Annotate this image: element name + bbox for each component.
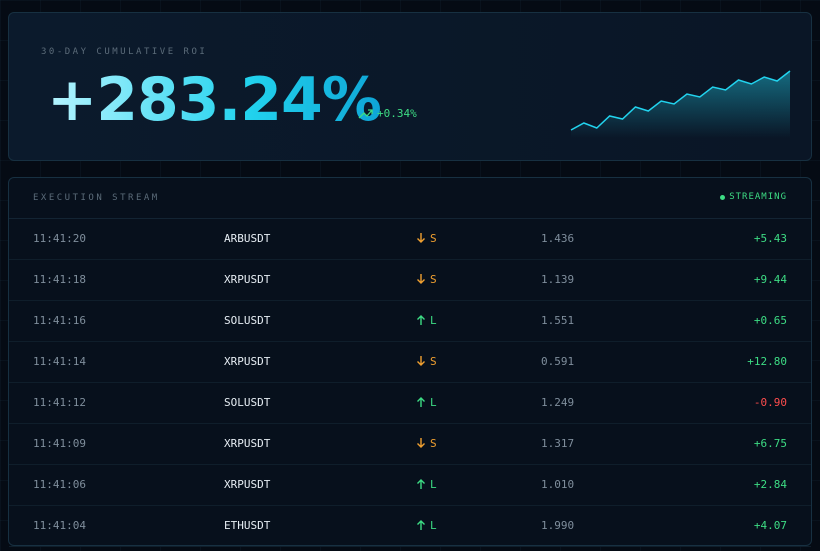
price: 1.551 xyxy=(541,314,575,327)
trade-row: 11:41:09 XRPUSDT S 1.317 +6.75 xyxy=(9,423,811,465)
side-arrow xyxy=(417,356,425,366)
symbol: XRPUSDT xyxy=(224,273,271,286)
symbol: XRPUSDT xyxy=(224,355,271,368)
side-arrow xyxy=(417,397,425,407)
price: 1.317 xyxy=(541,437,575,450)
trade-row: 11:41:16 SOLUSDT L 1.551 +0.65 xyxy=(9,300,811,342)
sparkline-line xyxy=(570,70,791,131)
side-arrow xyxy=(417,315,425,325)
roi-card: 30-DAY CUMULATIVE ROI +283.24% +0.34% xyxy=(8,12,812,161)
trend-icon xyxy=(358,109,373,119)
side-arrow xyxy=(417,520,425,530)
price: 1.436 xyxy=(541,232,575,245)
time: 11:41:04 xyxy=(33,519,86,532)
price: 1.139 xyxy=(541,273,575,286)
sparkline-area xyxy=(571,71,790,138)
pnl: +4.07 xyxy=(753,519,787,532)
symbol: SOLUSDT xyxy=(224,396,271,409)
sparkline xyxy=(570,70,791,138)
symbol: SOLUSDT xyxy=(224,314,271,327)
side: S xyxy=(430,355,437,368)
side: L xyxy=(430,314,437,327)
side-arrow xyxy=(417,274,425,284)
trade-row: 11:41:14 XRPUSDT S 0.591 +12.80 xyxy=(9,341,811,383)
status-dot xyxy=(720,195,725,200)
stream-header: EXECUTION STREAM STREAMING xyxy=(9,178,811,219)
time: 11:41:14 xyxy=(33,355,86,368)
side: L xyxy=(430,478,437,491)
pnl: -0.90 xyxy=(753,396,787,409)
time: 11:41:20 xyxy=(33,232,86,245)
pnl: +9.44 xyxy=(753,273,787,286)
roi-value: +283.24% xyxy=(47,65,382,135)
price: 1.990 xyxy=(541,519,575,532)
time: 11:41:16 xyxy=(33,314,86,327)
stream-title: EXECUTION STREAM xyxy=(33,193,160,203)
trade-row: 11:41:18 XRPUSDT S 1.139 +9.44 xyxy=(9,259,811,301)
pnl: +5.43 xyxy=(753,232,787,245)
stream-status: STREAMING xyxy=(729,192,787,202)
time: 11:41:12 xyxy=(33,396,86,409)
symbol: XRPUSDT xyxy=(224,478,271,491)
trade-row: 11:41:06 XRPUSDT L 1.010 +2.84 xyxy=(9,464,811,506)
side-arrow xyxy=(417,438,425,448)
side: L xyxy=(430,396,437,409)
time: 11:41:06 xyxy=(33,478,86,491)
symbol: XRPUSDT xyxy=(224,437,271,450)
trade-row: 11:41:20 ARBUSDT S 1.436 +5.43 xyxy=(9,218,811,260)
price: 1.010 xyxy=(541,478,575,491)
price: 0.591 xyxy=(541,355,575,368)
side: S xyxy=(430,232,437,245)
pnl: +12.80 xyxy=(747,355,787,368)
stream-card: EXECUTION STREAM STREAMING 11:41:20 ARBUS… xyxy=(8,177,812,547)
pnl: +6.75 xyxy=(753,437,787,450)
symbol: ARBUSDT xyxy=(224,232,271,245)
side-arrow xyxy=(417,233,425,243)
roi-change: +0.34% xyxy=(377,107,417,120)
side: L xyxy=(430,519,437,532)
trade-row: 11:41:12 SOLUSDT L 1.249 -0.90 xyxy=(9,382,811,424)
pnl: +2.84 xyxy=(753,478,787,491)
trade-row: 11:41:04 ETHUSDT L 1.990 +4.07 xyxy=(9,505,811,547)
time: 11:41:18 xyxy=(33,273,86,286)
price: 1.249 xyxy=(541,396,575,409)
time: 11:41:09 xyxy=(33,437,86,450)
symbol: ETHUSDT xyxy=(224,519,271,532)
pnl: +0.65 xyxy=(753,314,787,327)
side-arrow xyxy=(417,479,425,489)
side: S xyxy=(430,437,437,450)
roi-label: 30-DAY CUMULATIVE ROI xyxy=(41,47,208,57)
side: S xyxy=(430,273,437,286)
